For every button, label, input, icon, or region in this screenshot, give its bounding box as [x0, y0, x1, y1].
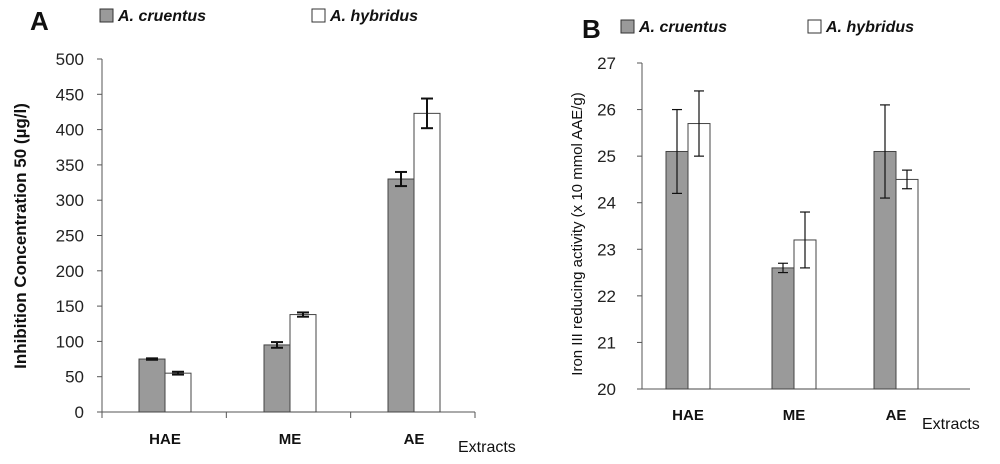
x-axis-label-b: Extracts — [922, 416, 980, 433]
x-tick-label-b: ME — [783, 407, 806, 424]
bar-a-cruentus-me — [263, 344, 291, 413]
legend-swatch-a-cruentus — [99, 8, 114, 23]
y-tick-label-b: 23 — [597, 240, 616, 259]
y-tick-label-a: 250 — [56, 227, 84, 246]
y-tick-label-a: 200 — [56, 262, 84, 281]
x-axis-label-a: Extracts — [458, 439, 516, 456]
bar-a-cruentus-ae — [387, 178, 415, 413]
y-tick-label-b: 27 — [597, 54, 616, 73]
y-tick-label-a: 350 — [56, 156, 84, 175]
bar-a-hybridus-ae — [413, 112, 441, 413]
y-tick-label-a: 300 — [56, 191, 84, 210]
legend-label-a-hybridus: A. hybridus — [329, 8, 418, 25]
legend-swatch-b-hybridus — [807, 19, 822, 34]
y-tick-label-a: 150 — [56, 297, 84, 316]
x-tick-label-b: AE — [886, 407, 907, 424]
legend-swatch-b-cruentus — [620, 19, 635, 34]
bar-b-hybridus-hae — [687, 123, 711, 390]
x-tick-label-a: HAE — [149, 431, 181, 448]
bar-a-hybridus-hae — [164, 372, 192, 413]
y-tick-label-b: 20 — [597, 380, 616, 399]
y-tick-label-b: 25 — [597, 147, 616, 166]
y-tick-label-a: 400 — [56, 121, 84, 140]
x-tick-label-a: AE — [404, 431, 425, 448]
y-tick-label-b: 26 — [597, 101, 616, 120]
y-axis-label-b: Iron III reducing activity (x 10 mmol AA… — [569, 92, 586, 375]
y-tick-label-b: 24 — [597, 194, 616, 213]
panel-label-b: B — [582, 14, 601, 44]
legend-swatch-a-hybridus — [311, 8, 326, 23]
panel-label-a: A — [30, 6, 49, 36]
y-tick-label-b: 21 — [597, 333, 616, 352]
bar-a-cruentus-hae — [138, 358, 166, 413]
y-tick-label-a: 50 — [65, 368, 84, 387]
bar-b-cruentus-me — [771, 267, 795, 390]
bar-b-hybridus-ae — [895, 178, 919, 390]
y-axis-label-a: Inhibition Concentration 50 (µg/l) — [11, 103, 30, 369]
x-tick-label-a: ME — [279, 431, 302, 448]
legend-label-b-hybridus: A. hybridus — [825, 19, 914, 36]
y-tick-label-a: 500 — [56, 50, 84, 69]
legend-label-a-cruentus: A. cruentus — [117, 8, 206, 25]
y-tick-label-a: 450 — [56, 85, 84, 104]
x-tick-label-b: HAE — [672, 407, 704, 424]
y-tick-label-a: 0 — [75, 403, 84, 422]
legend-label-b-cruentus: A. cruentus — [638, 19, 727, 36]
y-tick-label-b: 22 — [597, 287, 616, 306]
y-tick-label-a: 100 — [56, 332, 84, 351]
bar-a-hybridus-me — [289, 314, 317, 413]
